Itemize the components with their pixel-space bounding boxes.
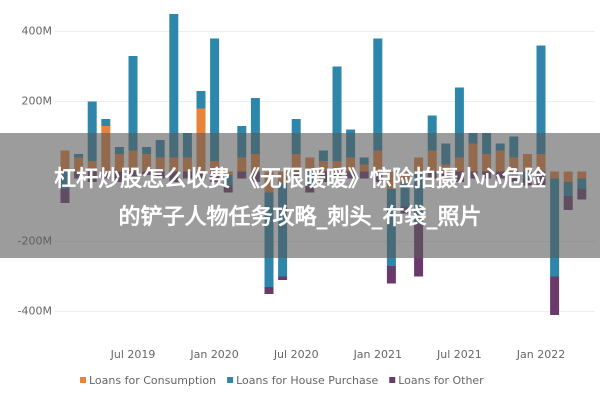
bar-segment <box>332 66 342 161</box>
bar-segment <box>550 276 560 315</box>
x-tick-label: Jan 2021 <box>353 348 402 361</box>
legend-swatch <box>80 377 86 383</box>
bar-segment <box>87 101 97 161</box>
legend-swatch <box>227 377 234 383</box>
caption-line: 的铲子人物任务攻略_刺头_布袋_照片 <box>118 204 481 230</box>
y-tick-label: -400M <box>18 305 52 318</box>
legend-label: Loans for House Purchase <box>236 374 378 387</box>
y-tick-label: 200M <box>22 95 53 108</box>
bar-segment <box>210 38 220 161</box>
caption-band <box>0 133 600 258</box>
x-tick-label: Jan 2022 <box>516 348 565 361</box>
legend-label: Loans for Other <box>398 374 484 387</box>
bar-segment <box>373 38 383 151</box>
x-tick-label: Jan 2020 <box>189 348 238 361</box>
bar-segment <box>278 276 288 280</box>
legend-label: Loans for Consumption <box>89 374 216 387</box>
x-tick-label: Jul 2021 <box>436 348 482 361</box>
bar-segment <box>101 119 111 126</box>
bar-segment <box>196 91 206 109</box>
bar-segment <box>454 87 464 158</box>
legend-swatch <box>389 377 396 383</box>
bar-segment <box>264 287 274 294</box>
y-tick-label: 400M <box>22 25 53 38</box>
x-tick-label: Jul 2020 <box>273 348 319 361</box>
bar-segment <box>386 266 396 284</box>
caption-line: 杠杆炒股怎么收费 《无限暖暖》惊险拍摄小心危险 <box>54 166 547 192</box>
bar-segment <box>536 45 546 154</box>
bar-segment <box>250 98 260 154</box>
bar-segment <box>128 56 138 151</box>
x-tick-label: Jul 2019 <box>110 348 156 361</box>
bar-segment <box>169 14 179 158</box>
